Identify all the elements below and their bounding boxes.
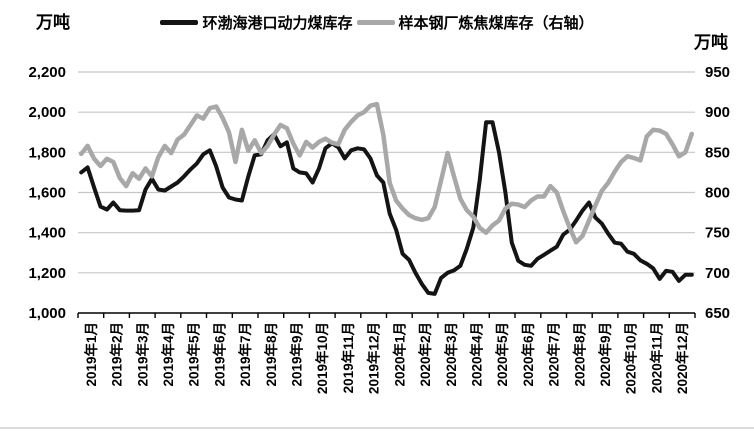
x-tick-label: 2020年1月: [391, 322, 407, 387]
x-tick-label: 2020年2月: [417, 322, 433, 387]
y-tick-label-right: 850: [705, 144, 730, 161]
x-tick-label: 2019年12月: [366, 322, 382, 394]
y-tick-label-right: 900: [705, 104, 730, 121]
right-axis-unit-label: 万吨: [694, 33, 728, 52]
y-tick-label-left: 1,200: [28, 265, 66, 282]
gray-line-swatch-icon: [356, 20, 395, 25]
x-tick-label: 2020年12月: [674, 322, 690, 394]
y-tick-label-left: 1,000: [28, 305, 66, 322]
legend-item-port-coal: 环渤海港口动力煤库存: [160, 12, 353, 33]
x-tick-label: 2019年8月: [263, 322, 279, 387]
y-tick-label-right: 950: [705, 64, 730, 81]
x-tick-label: 2019年3月: [134, 322, 150, 387]
x-tick-label: 2020年6月: [520, 322, 536, 387]
series-line: [79, 120, 694, 296]
x-tick-label: 2019年1月: [83, 322, 99, 387]
y-tick-label-left: 1,800: [28, 144, 66, 161]
x-tick-label: 2020年11月: [648, 322, 664, 393]
y-tick-label-right: 800: [705, 185, 730, 202]
x-tick-label: 2019年5月: [186, 322, 202, 387]
x-tick-label: 2019年4月: [160, 322, 176, 387]
y-tick-label-left: 2,200: [28, 64, 66, 81]
x-tick-label: 2019年9月: [289, 322, 305, 387]
y-tick-label-right: 650: [705, 305, 730, 322]
y-tick-label-left: 2,000: [28, 104, 66, 121]
legend-item-coking-coal: 样本钢厂炼焦煤库存（右轴）: [356, 12, 594, 33]
x-tick-label: 2019年2月: [109, 322, 125, 387]
legend: 环渤海港口动力煤库存 样本钢厂炼焦煤库存（右轴）: [0, 12, 754, 33]
x-tick-label: 2020年5月: [494, 322, 510, 387]
x-tick-label: 2020年8月: [571, 322, 587, 387]
y-tick-label-left: 1,400: [28, 225, 66, 242]
x-tick-label: 2020年10月: [623, 322, 639, 394]
y-tick-label-right: 700: [705, 265, 730, 282]
x-tick-label: 2020年9月: [597, 322, 613, 387]
x-tick-label: 2020年7月: [546, 322, 562, 387]
y-tick-label-left: 1,600: [28, 185, 66, 202]
x-tick-label: 2019年6月: [211, 322, 227, 387]
x-tick-label: 2020年4月: [469, 322, 485, 387]
legend-label-port-coal: 环渤海港口动力煤库存: [202, 15, 353, 32]
left-axis-unit-label: 万吨: [36, 13, 70, 32]
bottom-divider: [0, 427, 754, 429]
x-tick-label: 2019年10月: [314, 322, 330, 394]
series-line: [78, 101, 695, 245]
legend-label-coking-coal: 样本钢厂炼焦煤库存（右轴）: [398, 15, 594, 32]
x-tick-label: 2019年7月: [237, 322, 253, 387]
x-tick-label: 2019年11月: [340, 322, 356, 393]
x-tick-label: 2020年3月: [443, 322, 459, 387]
black-line-swatch-icon: [160, 20, 199, 25]
y-tick-label-right: 750: [705, 225, 730, 242]
